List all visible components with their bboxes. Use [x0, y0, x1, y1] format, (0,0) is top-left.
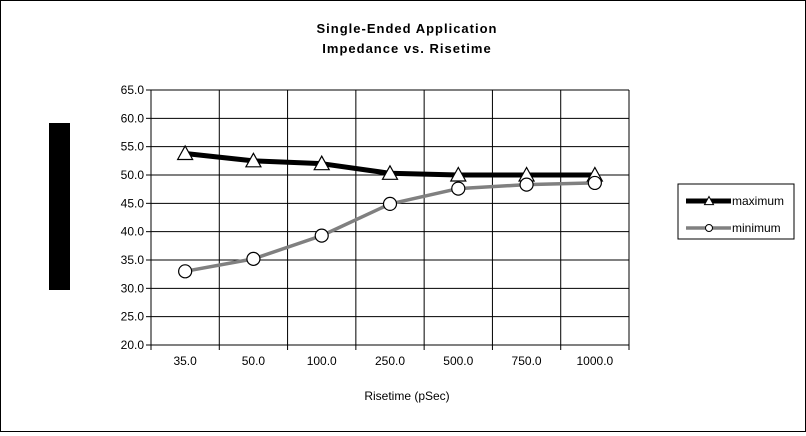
data-point-maximum	[449, 166, 467, 182]
legend-marker-maximum	[703, 195, 715, 206]
y-tick-label: 65.0	[121, 83, 145, 97]
legend-label-maximum: maximum	[732, 194, 784, 208]
series-markers	[176, 144, 604, 279]
data-point-maximum	[176, 144, 194, 161]
data-point-minimum	[382, 196, 398, 211]
x-tick-label: 750.0	[512, 354, 542, 368]
plot-grid	[146, 89, 630, 350]
x-axis-label: Risetime (pSec)	[364, 389, 449, 403]
legend-box	[677, 183, 795, 240]
y-tick-label: 45.0	[121, 196, 145, 210]
data-point-maximum	[244, 152, 262, 168]
data-point-minimum	[246, 251, 261, 266]
y-tick-label: 40.0	[121, 225, 145, 239]
x-tick-label: 500.0	[443, 354, 473, 368]
x-tick-label: 1000.0	[577, 354, 614, 368]
data-point-maximum	[313, 154, 331, 171]
chart-subtitle: Impedance vs. Risetime	[322, 41, 491, 56]
legend: maximum minimum	[677, 183, 795, 240]
y-tick-label: 25.0	[121, 310, 145, 324]
y-tick-label: 20.0	[121, 338, 145, 352]
legend-label-minimum: minimum	[732, 221, 781, 235]
x-tick-label: 100.0	[307, 354, 337, 368]
data-point-maximum	[381, 164, 399, 180]
data-point-minimum	[451, 181, 466, 196]
y-tick-label: 30.0	[121, 281, 145, 295]
legend-marker-minimum	[705, 224, 713, 232]
y-tick-label: 50.0	[121, 168, 145, 182]
data-point-minimum	[314, 228, 329, 243]
data-point-minimum	[178, 264, 193, 279]
chart-title: Single-Ended Application	[317, 21, 498, 36]
y-tick-labels: 20.0 25.0 30.0 35.0 40.0 45.0 50.0 55.0 60.0 65.0	[121, 83, 145, 352]
x-tick-labels: 35.0 50.0 100.0 250.0 500.0 750.0 1000.0	[173, 354, 613, 368]
y-tick-label: 35.0	[121, 253, 145, 267]
y-tick-label: 55.0	[121, 140, 145, 154]
x-tick-label: 250.0	[375, 354, 405, 368]
black-bar-decoration	[49, 123, 70, 290]
data-point-minimum	[519, 177, 534, 192]
data-point-minimum	[587, 175, 602, 191]
y-tick-label: 60.0	[121, 111, 145, 125]
x-tick-label: 50.0	[242, 354, 266, 368]
x-tick-label: 35.0	[173, 354, 197, 368]
plot-area	[151, 90, 629, 345]
